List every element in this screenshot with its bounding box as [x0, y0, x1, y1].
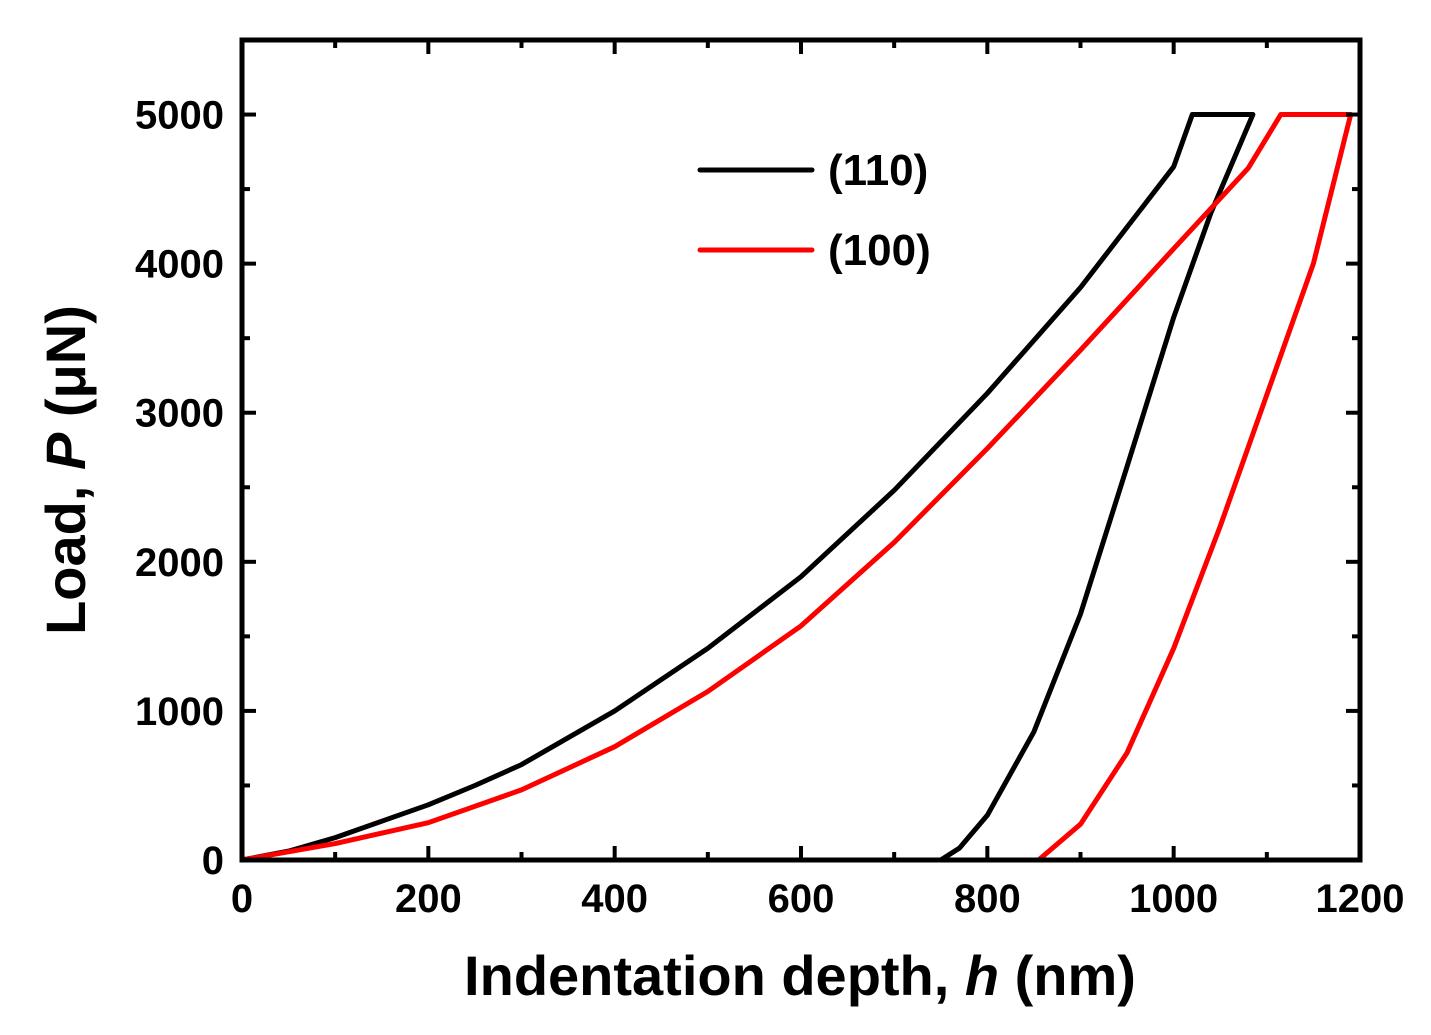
x-axis-title: Indentation depth, h (nm)	[464, 944, 1136, 1007]
y-tick-label: 2000	[135, 541, 224, 585]
y-tick-label: 3000	[135, 392, 224, 436]
series-line-2	[239, 112, 1354, 863]
y-tick-label: 0	[202, 839, 224, 883]
series-line-1	[239, 112, 1256, 863]
x-tick-label: 0	[231, 877, 253, 921]
x-tick-label: 600	[768, 877, 835, 921]
x-tick-label: 1200	[1316, 877, 1405, 921]
x-tick-label: 800	[954, 877, 1021, 921]
series-layer	[239, 112, 1354, 863]
legend: (110) (100)	[697, 146, 931, 275]
legend-label-1: (110)	[828, 146, 928, 195]
tick-layer: 0 200 400 600 800 1000 1200 0 1000 2000 3000 4000 50…	[135, 40, 1404, 921]
y-tick-label: 4000	[135, 243, 224, 287]
x-tick-label: 1000	[1129, 877, 1218, 921]
y-tick-label: 5000	[135, 94, 224, 138]
x-tick-label: 200	[395, 877, 462, 921]
y-tick-label: 1000	[135, 690, 224, 734]
legend-label-2: (100)	[828, 226, 931, 275]
plot-frame	[239, 37, 1363, 863]
y-axis-title: Load, P (μN)	[34, 305, 97, 635]
x-tick-label: 400	[581, 877, 648, 921]
